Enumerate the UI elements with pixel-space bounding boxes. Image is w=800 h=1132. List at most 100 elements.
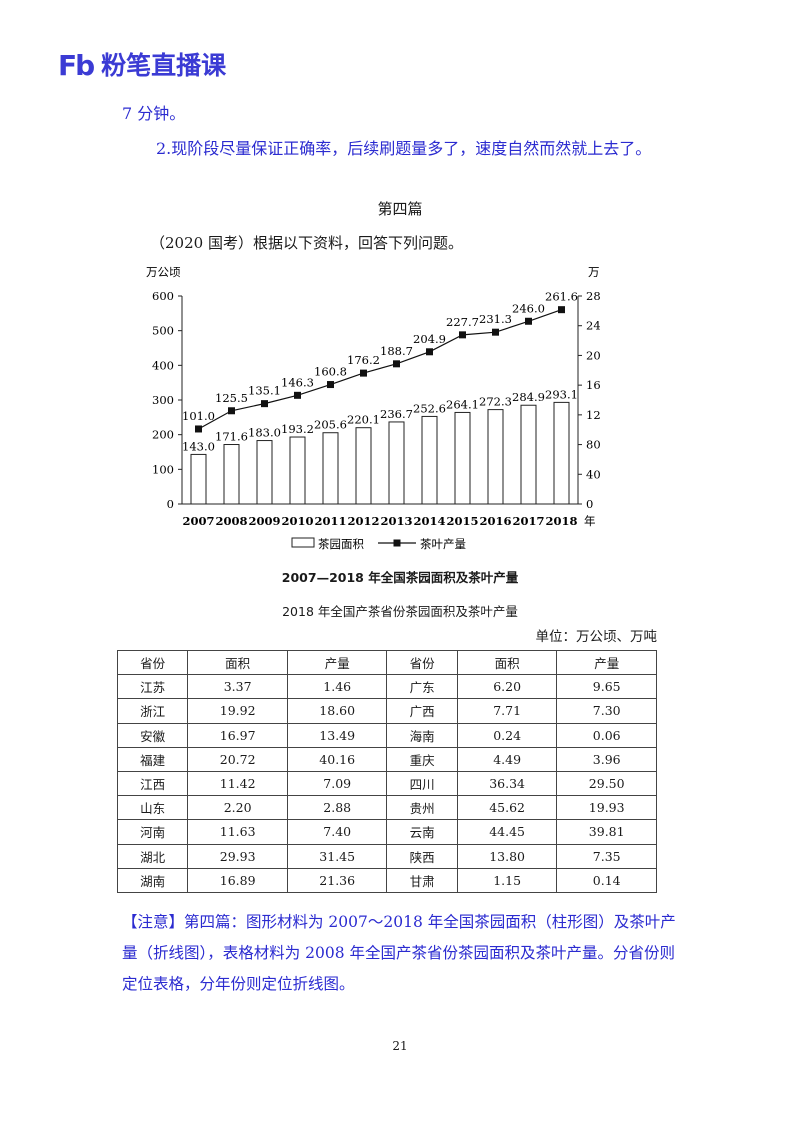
area-bar-label: 284.9 [512,390,545,404]
table-row: 湖南 16.89 21.36 甘肃 1.15 0.14 [116,867,657,893]
table-cell: 1.15 [456,867,558,893]
area-bar-label: 183.0 [248,426,281,440]
table-cell: 湖南 [116,867,189,893]
table-cell: 2.88 [286,795,388,821]
right-tick-label: 160 [586,378,600,392]
area-bar-label: 293.1 [545,387,578,401]
right-tick-label: 200 [586,348,600,362]
area-bar [289,436,306,505]
x-tick-label: 2015 [446,514,478,528]
table-cell: 广东 [386,674,458,700]
table-cell: 四川 [386,770,458,797]
table-cell: 29.50 [556,770,657,797]
output-point [327,381,334,389]
table-cell: 云南 [386,819,458,845]
area-bar-label: 252.6 [413,401,446,415]
table-cell: 贵州 [386,795,458,821]
note-paragraph: 【注意】第四篇：图形材料为 2007～2018 年全国茶园面积（柱形图）及茶叶产… [122,913,676,993]
output-point-label: 135.1 [248,384,281,398]
table-cell: 福建 [116,746,189,772]
output-point [459,331,466,339]
table-cell: 2.20 [187,795,288,821]
table-cell: 4.49 [456,746,558,772]
area-bar [190,453,207,505]
table-cell: 21.36 [286,867,388,893]
table-cell: 陕西 [386,843,458,869]
right-tick-label: 0 [586,497,593,511]
area-bar-label: 193.2 [281,422,314,436]
province-table: 省份 面积 产量 省份 面积 产量 江苏 3.37 1.46 广东 6.20 9.65 浙江 19.92 1… [116,649,657,893]
area-bar-label: 236.7 [380,407,413,421]
table-cell: 6.20 [456,674,558,700]
table-cell: 广西 [386,698,458,724]
output-point [195,425,202,433]
brand-logo: Fb 粉笔直播课 [58,52,226,80]
table-cell: 湖北 [116,843,189,869]
output-point-label: 160.8 [314,365,347,379]
output-point-label: 188.7 [380,344,413,358]
output-point-label: 176.2 [347,353,380,367]
table-row: 福建 20.72 40.16 重庆 4.49 3.96 [116,746,657,772]
left-tick-label: 600 [152,289,174,303]
x-tick-label: 2018 [545,514,577,528]
table-cell: 19.92 [187,698,288,724]
answer-line-1: 7 分钟。 [122,104,186,123]
legend-line-marker [393,539,401,547]
left-tick-label: 200 [152,428,174,442]
area-bar [487,409,504,505]
output-point [393,360,400,368]
output-point [558,306,565,314]
tea-area-output-chart: 万公顷 万吨 0 100 200 300 400 500 600 0 40 80 120 160 200 24… [146,265,600,551]
x-tick-label: 2014 [413,514,445,528]
area-bar [454,411,471,505]
x-tick-label: 2007 [182,514,214,528]
table-row: 安徽 16.97 13.49 海南 0.24 0.06 [116,722,657,748]
output-point [294,391,301,399]
left-axis-unit: 万公顷 [146,265,181,279]
table-title: 2018 年全国产茶省份茶园面积及茶叶产量 [282,604,518,619]
legend-line-label: 茶叶产量 [420,537,466,551]
output-point-label: 261.6 [545,290,578,304]
table-cell: 11.42 [187,770,288,797]
area-bar [256,440,273,505]
answer-line-2: 2.现阶段尽量保证正确率，后续刷题量多了，速度自然而然就上去了。 [156,139,652,158]
table-cell: 19.93 [556,795,657,821]
output-point-label: 146.3 [281,375,314,389]
x-tick-label: 2009 [248,514,280,528]
table-cell: 山东 [116,795,189,821]
table-cell: 16.97 [187,722,288,748]
legend-bar-swatch [291,537,315,548]
x-tick-label: 2017 [512,514,544,528]
area-bar [421,415,438,505]
output-point [261,400,268,408]
table-cell: 0.24 [456,722,558,748]
output-point [426,348,433,356]
table-cell: 29.93 [187,843,288,869]
table-cell: 31.45 [286,843,388,869]
table-row: 河南 11.63 7.40 云南 44.45 39.81 [116,819,657,845]
right-tick-label: 280 [586,289,600,303]
table-cell: 安徽 [116,722,189,748]
table-cell: 18.60 [286,698,388,724]
table-unit: 单位：万公顷、万吨 [535,629,658,645]
table-header-cell: 产量 [556,649,657,676]
table-cell: 7.09 [286,770,388,797]
table-row: 江西 11.42 7.09 四川 36.34 29.50 [116,770,657,797]
table-cell: 浙江 [116,698,189,724]
table-cell: 40.16 [286,746,388,772]
output-point-label: 231.3 [479,312,512,326]
table-row: 浙江 19.92 18.60 广西 7.71 7.30 [116,698,657,724]
brand-name: 粉笔直播课 [101,51,227,80]
left-tick-label: 400 [152,358,174,372]
x-tick-label: 2012 [347,514,379,528]
table-cell: 河南 [116,819,189,845]
output-point [360,369,367,377]
table-cell: 45.62 [456,795,558,821]
table-cell: 重庆 [386,746,458,772]
x-axis-unit: 年 [584,514,596,528]
table-cell: 江西 [116,770,189,797]
right-tick-label: 80 [586,438,600,452]
table-row: 江苏 3.37 1.46 广东 6.20 9.65 [116,674,657,700]
area-bar-label: 143.0 [182,439,215,453]
table-cell: 0.06 [556,722,657,748]
